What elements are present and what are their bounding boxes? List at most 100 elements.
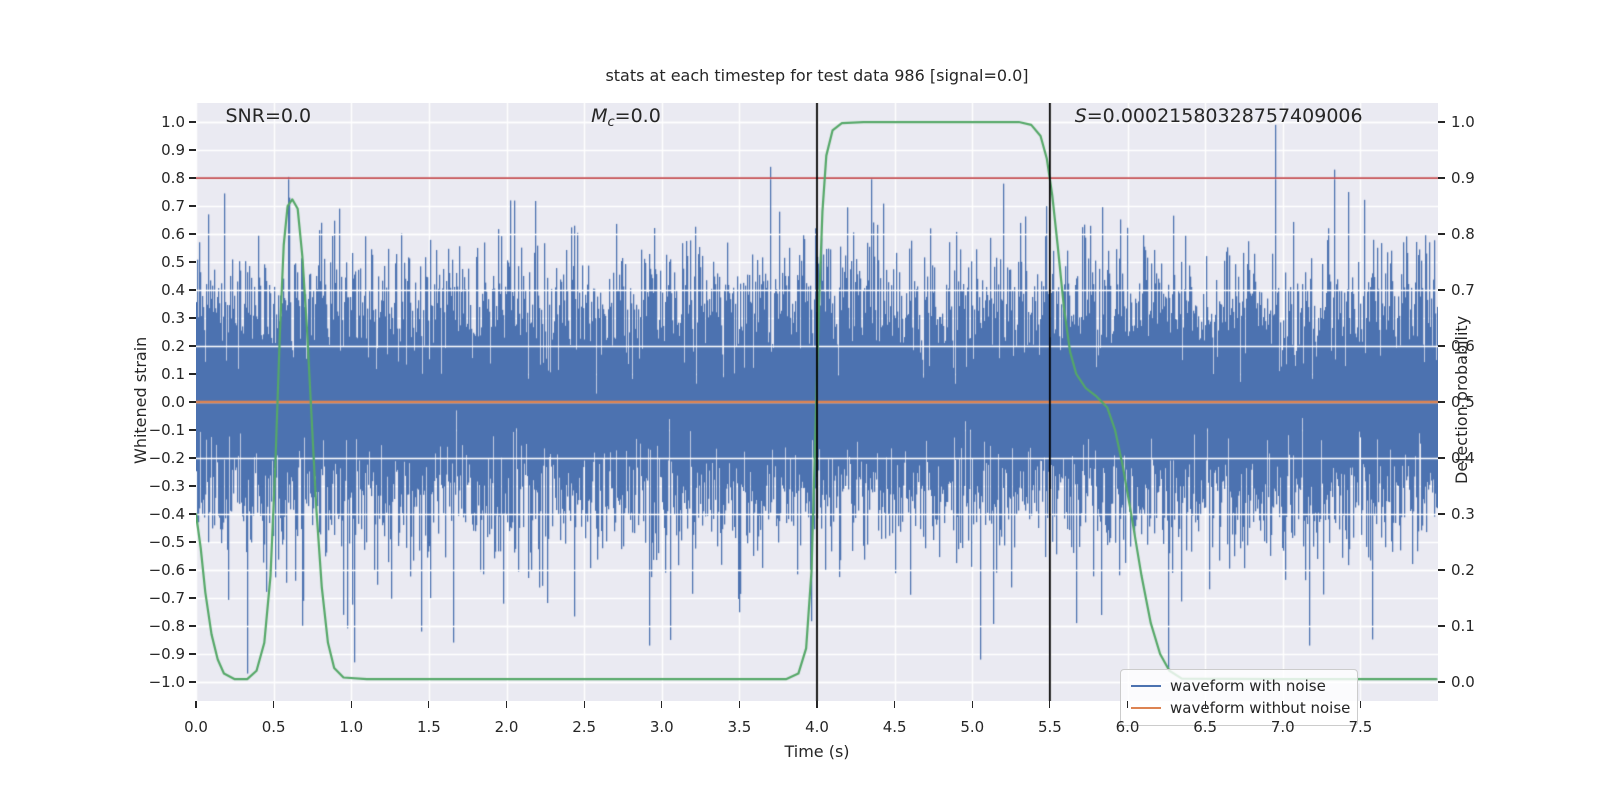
legend-line-sample-orange bbox=[1131, 706, 1161, 710]
legend-label: waveform with noise bbox=[1170, 677, 1326, 695]
tick-mark bbox=[189, 541, 196, 543]
x-tick-label: 6.0 bbox=[1115, 718, 1140, 736]
tick-mark bbox=[189, 401, 196, 403]
tick-mark bbox=[189, 485, 196, 487]
x-tick-label: 7.5 bbox=[1348, 718, 1373, 736]
tick-mark bbox=[350, 701, 352, 708]
chart-canvas bbox=[196, 103, 1438, 701]
tick-mark bbox=[189, 429, 196, 431]
legend-label: waveform without noise bbox=[1170, 699, 1351, 717]
y-right-tick-label: 0.2 bbox=[1451, 560, 1475, 579]
tick-mark bbox=[1438, 457, 1445, 459]
tick-mark bbox=[189, 681, 196, 683]
legend: waveform with noise waveform without noi… bbox=[1120, 669, 1358, 726]
tick-mark bbox=[1438, 513, 1445, 515]
y-right-tick-label: 0.7 bbox=[1451, 281, 1475, 299]
annotation-text: =0.0 bbox=[614, 105, 661, 127]
y-left-tick-label: −0.5 bbox=[148, 532, 185, 551]
y-left-tick-label: −0.8 bbox=[148, 616, 185, 635]
y-right-tick-label: 0.8 bbox=[1451, 225, 1475, 244]
tick-mark bbox=[189, 289, 196, 291]
tick-mark bbox=[189, 345, 196, 347]
y-right-tick-label: 1.0 bbox=[1451, 113, 1475, 132]
tick-mark bbox=[428, 701, 430, 708]
x-tick-label: 4.5 bbox=[882, 718, 907, 736]
y-axis-label-left: Whitened strain bbox=[131, 336, 150, 464]
tick-mark bbox=[894, 701, 896, 708]
annotation-subscript: c bbox=[607, 115, 615, 130]
tick-mark bbox=[195, 701, 197, 708]
annotation-italic: S bbox=[1074, 105, 1087, 127]
tick-mark bbox=[816, 701, 818, 708]
tick-mark bbox=[189, 513, 196, 515]
x-tick-label: 6.5 bbox=[1193, 718, 1218, 736]
tick-mark bbox=[189, 177, 196, 179]
annotation-snr: SNR=0.0 bbox=[225, 105, 311, 130]
tick-mark bbox=[971, 701, 973, 708]
legend-item-clean: waveform without noise bbox=[1131, 697, 1351, 719]
annotation-text: SNR=0.0 bbox=[225, 105, 312, 127]
plot-area: SNR=0.0 Mc=0.0 S=0.00021580328757409006 … bbox=[196, 103, 1438, 726]
tick-mark bbox=[189, 261, 196, 263]
x-tick-label: 2.5 bbox=[572, 718, 597, 736]
tick-mark bbox=[1438, 569, 1445, 571]
tick-mark bbox=[189, 233, 196, 235]
tick-mark bbox=[1438, 401, 1445, 403]
tick-mark bbox=[189, 457, 196, 459]
tick-mark bbox=[1282, 701, 1284, 708]
y-left-tick-label: 0.0 bbox=[161, 393, 185, 411]
y-left-tick-label: −0.7 bbox=[148, 588, 185, 607]
tick-mark bbox=[189, 625, 196, 627]
tick-mark bbox=[1438, 345, 1445, 347]
tick-mark bbox=[1126, 701, 1129, 708]
y-left-tick-label: −1.0 bbox=[148, 672, 185, 691]
tick-mark bbox=[583, 701, 585, 708]
tick-mark bbox=[1204, 701, 1206, 708]
tick-mark bbox=[1438, 121, 1445, 123]
tick-mark bbox=[189, 317, 196, 319]
y-right-tick-label: 0.6 bbox=[1451, 337, 1475, 355]
tick-mark bbox=[189, 597, 196, 599]
tick-mark bbox=[189, 149, 196, 151]
tick-mark bbox=[661, 701, 663, 708]
tick-mark bbox=[505, 701, 508, 708]
x-tick-label: 5.5 bbox=[1037, 718, 1062, 736]
y-left-tick-label: −0.9 bbox=[148, 644, 185, 663]
tick-mark bbox=[189, 121, 196, 123]
legend-line-sample-blue bbox=[1131, 684, 1161, 688]
tick-mark bbox=[189, 373, 196, 375]
y-left-tick-label: 0.5 bbox=[161, 253, 185, 272]
y-left-tick-label: −0.3 bbox=[148, 476, 185, 495]
tick-mark bbox=[189, 569, 196, 571]
y-left-tick-label: 0.6 bbox=[161, 225, 185, 244]
annotation-chirp-mass: Mc=0.0 bbox=[591, 105, 661, 130]
y-right-tick-label: 0.0 bbox=[1451, 672, 1475, 691]
x-tick-label: 0.0 bbox=[184, 718, 208, 736]
x-tick-label: 3.0 bbox=[649, 718, 674, 736]
tick-mark bbox=[189, 653, 196, 655]
y-left-tick-label: 0.9 bbox=[161, 141, 185, 160]
y-left-tick-label: 0.3 bbox=[161, 309, 185, 327]
y-right-tick-label: 0.9 bbox=[1451, 169, 1475, 188]
x-tick-label: 7.0 bbox=[1270, 718, 1295, 736]
tick-mark bbox=[1049, 701, 1051, 708]
y-left-tick-label: −0.4 bbox=[148, 504, 185, 523]
legend-item-noise: waveform with noise bbox=[1131, 675, 1347, 697]
y-right-tick-label: 0.1 bbox=[1451, 616, 1475, 635]
y-left-tick-label: −0.1 bbox=[148, 420, 185, 439]
tick-mark bbox=[1359, 701, 1361, 708]
x-axis-label: Time (s) bbox=[784, 742, 850, 761]
annotation-italic: M bbox=[591, 105, 608, 127]
y-right-tick-label: 0.4 bbox=[1451, 448, 1475, 467]
annotation-statistic: S=0.00021580328757409006 bbox=[1075, 105, 1363, 130]
y-left-tick-label: 0.8 bbox=[161, 169, 185, 188]
y-left-tick-label: 0.1 bbox=[161, 365, 185, 383]
tick-mark bbox=[1438, 681, 1445, 683]
y-left-tick-label: 0.4 bbox=[161, 281, 185, 299]
tick-mark bbox=[1438, 177, 1445, 179]
x-tick-label: 4.0 bbox=[805, 718, 829, 736]
x-tick-label: 2.0 bbox=[494, 718, 519, 736]
x-tick-label: 1.5 bbox=[416, 718, 441, 736]
y-left-tick-label: 0.7 bbox=[161, 197, 185, 216]
